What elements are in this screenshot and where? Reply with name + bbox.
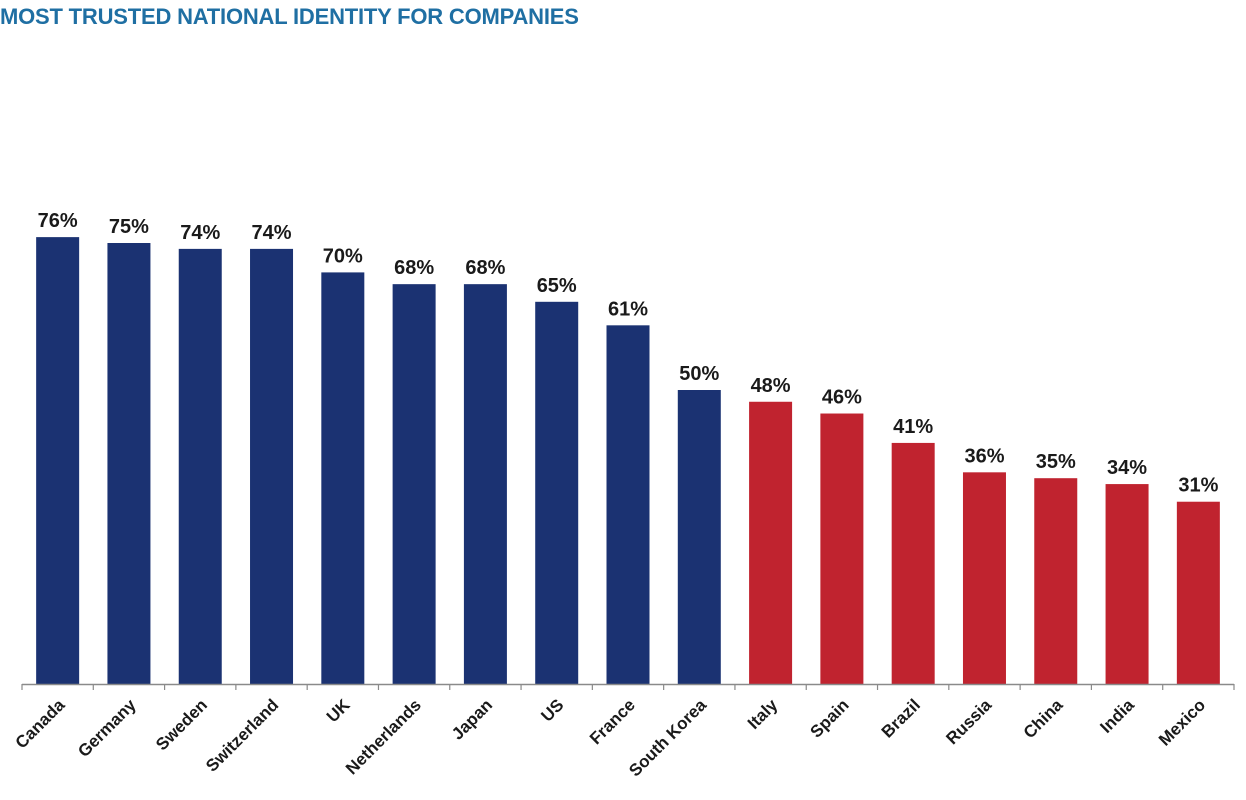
x-tick-label: Mexico (1155, 695, 1209, 749)
data-label: 48% (751, 375, 791, 397)
chart-title: MOST TRUSTED NATIONAL IDENTITY FOR COMPA… (0, 4, 579, 29)
data-label: 34% (1107, 457, 1147, 479)
x-tick-label: Italy (744, 695, 782, 733)
data-label: 50% (679, 363, 719, 385)
data-label: 65% (537, 275, 577, 297)
data-label: 46% (822, 387, 862, 409)
data-label: 75% (109, 216, 149, 238)
bar-mexico (1176, 501, 1220, 684)
bar-us (535, 301, 579, 684)
x-tick-label: Brazil (878, 695, 924, 741)
bar-south-korea (677, 390, 721, 684)
data-label: 68% (465, 257, 505, 279)
bar-netherlands (392, 284, 436, 684)
data-label: 35% (1036, 451, 1076, 473)
x-tick-label: Japan (448, 695, 496, 743)
x-tick-label: South Korea (625, 695, 710, 780)
x-tick-label: Spain (807, 695, 853, 741)
bar-sweden (178, 248, 222, 684)
bar-india (1105, 484, 1149, 684)
data-label: 70% (323, 245, 363, 267)
data-label: 36% (964, 445, 1004, 467)
data-label: 68% (394, 257, 434, 279)
data-label: 41% (893, 416, 933, 438)
data-label: 74% (180, 222, 220, 244)
data-label: 76% (38, 210, 78, 232)
bar-brazil (891, 442, 935, 684)
bar-china (1034, 478, 1078, 684)
x-tick-label: India (1096, 695, 1138, 737)
bar-japan (463, 284, 507, 684)
x-tick-label: Russia (942, 695, 995, 748)
bar-canada (36, 237, 80, 684)
x-tick-label: UK (323, 695, 354, 726)
data-label: 31% (1178, 475, 1218, 497)
x-tick-label: Germany (74, 695, 140, 761)
x-tick-label: Netherlands (342, 695, 425, 778)
bar-switzerland (250, 248, 294, 684)
data-label: 74% (252, 222, 292, 244)
x-tick-label: US (537, 695, 567, 725)
x-tick-label: Canada (12, 695, 69, 752)
bar-germany (107, 243, 151, 684)
data-label: 61% (608, 298, 648, 320)
x-tick-label: France (586, 695, 639, 748)
x-tick-label: China (1020, 695, 1067, 742)
bar-italy (749, 401, 793, 684)
x-tick-label: Sweden (152, 695, 211, 754)
bar-spain (820, 413, 864, 684)
x-tick-label: Switzerland (202, 695, 282, 775)
bar-france (606, 325, 650, 684)
bar-russia (962, 472, 1006, 684)
bar-uk (321, 272, 365, 684)
